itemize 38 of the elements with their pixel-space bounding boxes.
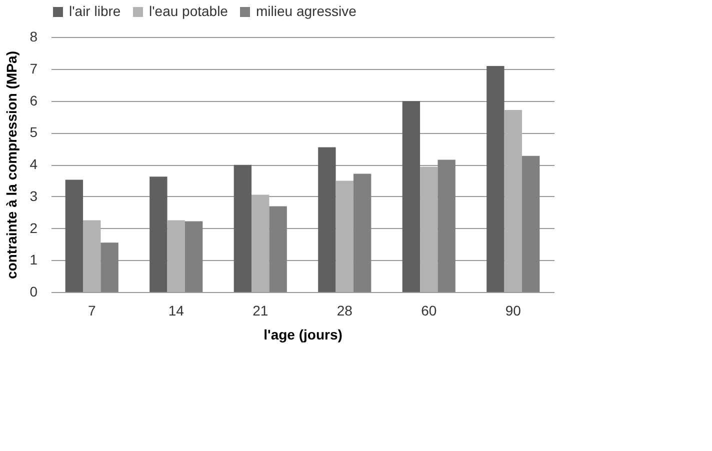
bar bbox=[420, 166, 438, 292]
y-tick-label: 6 bbox=[30, 92, 38, 108]
bar bbox=[100, 242, 118, 292]
y-axis-title: contrainte à la compression (MPa) bbox=[4, 51, 20, 279]
legend-label: milieu agressive bbox=[256, 3, 357, 19]
bar bbox=[353, 174, 372, 292]
y-tick-label: 2 bbox=[30, 220, 38, 236]
bar bbox=[252, 194, 270, 292]
y-tick-label: 3 bbox=[30, 188, 38, 204]
x-axis-title: l'age (jours) bbox=[264, 326, 342, 342]
x-tick-label: 28 bbox=[336, 302, 353, 318]
bar bbox=[318, 147, 336, 292]
y-tick-label: 7 bbox=[30, 60, 38, 76]
x-tick-label: 21 bbox=[252, 302, 268, 318]
bar bbox=[65, 180, 84, 292]
bar bbox=[402, 101, 420, 292]
bar bbox=[438, 160, 456, 292]
bar bbox=[336, 180, 354, 292]
x-tick-label: 14 bbox=[168, 302, 184, 318]
bar bbox=[234, 164, 252, 292]
bar bbox=[150, 176, 168, 292]
y-tick-label: 4 bbox=[30, 156, 38, 172]
y-tick-label: 1 bbox=[30, 252, 38, 268]
y-tick-label: 8 bbox=[30, 28, 38, 44]
y-tick-label: 5 bbox=[30, 124, 38, 140]
legend-label: l'eau potable bbox=[149, 3, 228, 19]
bar bbox=[504, 110, 522, 292]
bar bbox=[522, 156, 540, 292]
bar bbox=[167, 220, 185, 292]
bar bbox=[184, 221, 203, 292]
bar bbox=[269, 206, 287, 292]
bar bbox=[83, 220, 101, 292]
bar bbox=[486, 66, 504, 292]
legend-label: l'air libre bbox=[69, 3, 121, 19]
x-tick-label: 90 bbox=[505, 302, 522, 318]
y-tick-label: 0 bbox=[30, 284, 38, 300]
x-tick-label: 7 bbox=[88, 302, 96, 318]
x-tick-label: 60 bbox=[421, 302, 437, 318]
